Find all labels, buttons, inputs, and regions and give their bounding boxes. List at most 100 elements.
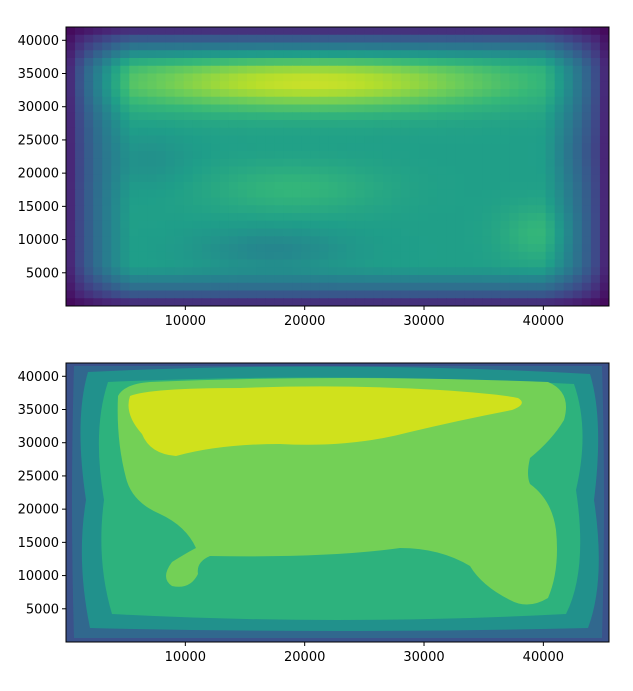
heatmap-cell — [75, 182, 85, 191]
heatmap-cell — [138, 58, 149, 67]
heatmap-cell — [75, 96, 85, 106]
heatmap-cell — [364, 275, 375, 284]
heatmap-cell — [310, 58, 320, 67]
heatmap-cell — [464, 213, 474, 222]
heatmap-cell — [84, 275, 94, 284]
heatmap-cell — [310, 120, 320, 129]
heatmap-x-tick-label: 10000 — [165, 314, 206, 329]
heatmap-cell — [500, 290, 511, 299]
heatmap-cell — [237, 27, 248, 36]
heatmap-cell — [147, 282, 158, 292]
heatmap-cell — [111, 50, 121, 59]
heatmap-cell — [509, 205, 520, 214]
heatmap-cell — [183, 205, 194, 214]
heatmap-cell — [129, 197, 139, 206]
heatmap-cell — [409, 65, 420, 75]
heatmap-cell — [527, 34, 538, 44]
heatmap-cell — [183, 42, 194, 51]
heatmap-cell — [228, 267, 239, 276]
heatmap-cell — [482, 143, 492, 152]
heatmap-cell — [590, 135, 601, 144]
heatmap-cell — [382, 251, 393, 261]
heatmap-cell — [572, 81, 583, 90]
heatmap-cell — [147, 89, 158, 98]
heatmap-cell — [210, 158, 221, 168]
heatmap-cell — [337, 27, 348, 36]
heatmap-cell — [274, 42, 284, 51]
heatmap-cell — [247, 120, 257, 129]
heatmap-cell — [265, 143, 275, 152]
heatmap-cell — [337, 197, 348, 206]
heatmap-cell — [192, 135, 203, 144]
heatmap-cell — [346, 182, 357, 191]
heatmap-cell — [364, 50, 375, 59]
heatmap-cell — [382, 89, 393, 98]
heatmap-cell — [165, 220, 176, 230]
heatmap-cell — [428, 166, 438, 175]
heatmap-cell — [228, 259, 239, 268]
heatmap-cell — [120, 282, 130, 292]
heatmap-cell — [174, 251, 185, 261]
heatmap-cell — [247, 189, 257, 199]
heatmap-cell — [201, 220, 212, 230]
heatmap-cell — [192, 65, 203, 75]
heatmap-cell — [75, 282, 85, 292]
heatmap-cell — [319, 143, 330, 152]
heatmap-cell — [319, 228, 330, 237]
heatmap-cell — [147, 189, 158, 199]
heatmap-cell — [364, 104, 375, 113]
heatmap-cell — [545, 182, 556, 191]
heatmap-x-tick-label: 20000 — [284, 314, 325, 329]
heatmap-cell — [210, 228, 221, 237]
heatmap-cell — [518, 27, 529, 36]
heatmap-cell — [192, 120, 203, 129]
heatmap-cell — [509, 65, 520, 75]
heatmap-cell — [310, 42, 320, 51]
heatmap-cell — [102, 259, 112, 268]
heatmap-cell — [563, 220, 574, 230]
heatmap-cell — [247, 236, 257, 245]
heatmap-cell — [473, 290, 483, 299]
heatmap-cell — [428, 127, 438, 137]
heatmap-cell — [310, 259, 320, 268]
heatmap-cell — [491, 220, 501, 230]
heatmap-cell — [545, 73, 556, 82]
heatmap-cell — [464, 220, 474, 230]
heatmap-cell — [455, 34, 465, 44]
heatmap-cell — [219, 205, 230, 214]
heatmap-cell — [337, 120, 348, 129]
heatmap-cell — [274, 259, 284, 268]
heatmap-cell — [84, 143, 94, 152]
heatmap-cell — [364, 112, 375, 121]
heatmap-cell — [572, 42, 583, 51]
heatmap-cell — [554, 104, 565, 113]
heatmap-cell — [518, 104, 529, 113]
heatmap-cell — [409, 166, 420, 175]
heatmap-cell — [364, 213, 375, 222]
heatmap-cell — [373, 275, 384, 284]
heatmap-cell — [391, 251, 402, 261]
heatmap-cell — [373, 259, 384, 268]
heatmap-cell — [500, 50, 511, 59]
heatmap-cell — [328, 73, 339, 82]
heatmap-cell — [120, 228, 130, 237]
heatmap-cell — [409, 34, 420, 44]
heatmap-cell — [192, 58, 203, 67]
heatmap-cell — [373, 189, 384, 199]
heatmap-cell — [382, 27, 393, 36]
heatmap-cell — [301, 298, 311, 306]
heatmap-cell — [237, 228, 248, 237]
heatmap-cell — [93, 228, 103, 237]
heatmap-cell — [409, 220, 420, 230]
heatmap-cell — [400, 290, 411, 299]
heatmap-cell — [418, 127, 429, 137]
heatmap-cell — [509, 81, 520, 90]
heatmap-cell — [174, 127, 185, 137]
heatmap-cell — [265, 220, 275, 230]
heatmap-cell — [328, 282, 339, 292]
heatmap-cell — [219, 58, 230, 67]
heatmap-cell — [120, 143, 130, 152]
heatmap-cell — [355, 81, 366, 90]
heatmap-cell — [391, 127, 402, 137]
heatmap-cell — [256, 228, 266, 237]
